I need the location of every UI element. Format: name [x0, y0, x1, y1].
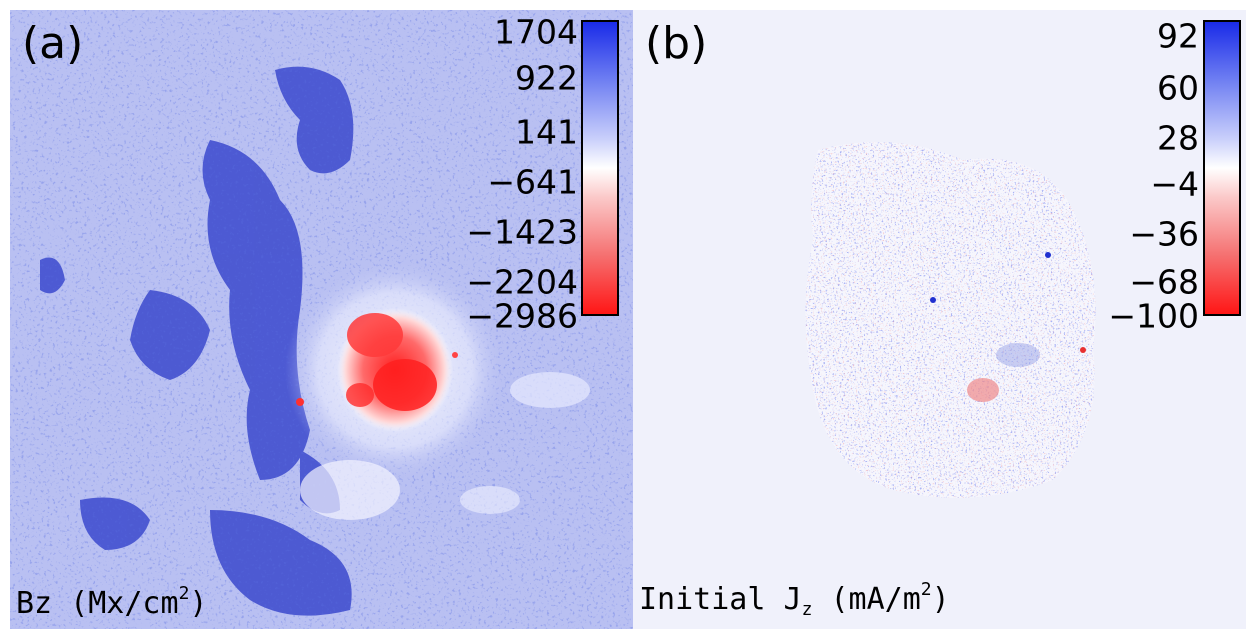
jz-label-sub: z — [801, 599, 813, 620]
jz-label-text: Initial J — [639, 582, 802, 617]
jz-tick-label: 60 — [1157, 68, 1199, 108]
bz-tick-label: 141 — [515, 112, 578, 152]
jz-tick-label: 28 — [1157, 118, 1199, 158]
panel-letter-a: (a) — [22, 18, 84, 69]
bz-label-text: Bz (Mx/cm — [16, 586, 179, 621]
jz-tick-label: 92 — [1157, 16, 1199, 56]
panel-letter-b: (b) — [645, 18, 708, 69]
bz-label-sup: 2 — [178, 583, 190, 604]
jz-colorbar — [1203, 20, 1241, 316]
bz-magnetogram — [10, 10, 633, 629]
jz-current-map — [633, 10, 1246, 629]
jz-tick-label: −36 — [1129, 214, 1199, 254]
bz-tick-label: 1704 — [494, 12, 578, 52]
jz-label-sup: 2 — [920, 579, 932, 600]
panel-b-jz-map: (b) 92 60 28 −4 −36 −68 −100 Initial Jz … — [633, 10, 1246, 629]
bz-tick-label: −2204 — [466, 262, 578, 302]
jz-tick-label: −100 — [1108, 296, 1199, 336]
jz-axis-label: Initial Jz (mA/m2) — [639, 581, 950, 619]
bz-colorbar — [581, 20, 619, 316]
jz-colorbar-ticks: 92 60 28 −4 −36 −68 −100 — [1039, 16, 1199, 333]
jz-label-end: ) — [931, 582, 950, 617]
bz-colorbar-ticks: 1704 922 141 −641 −1423 −2204 −2986 — [418, 16, 578, 333]
bz-label-end: ) — [189, 586, 208, 621]
bz-tick-label: 922 — [515, 58, 578, 98]
jz-tick-label: −4 — [1150, 164, 1199, 204]
jz-label-mid: (mA/m — [812, 582, 921, 617]
bz-tick-label: −641 — [487, 162, 578, 202]
panel-a-bz-map: (a) 1704 922 141 −641 −1423 −2204 −2986 … — [10, 10, 633, 629]
jz-tick-label: −68 — [1129, 262, 1199, 302]
bz-tick-label: −1423 — [466, 212, 578, 252]
bz-tick-label: −2986 — [466, 296, 578, 336]
bz-axis-label: Bz (Mx/cm2) — [16, 585, 207, 619]
